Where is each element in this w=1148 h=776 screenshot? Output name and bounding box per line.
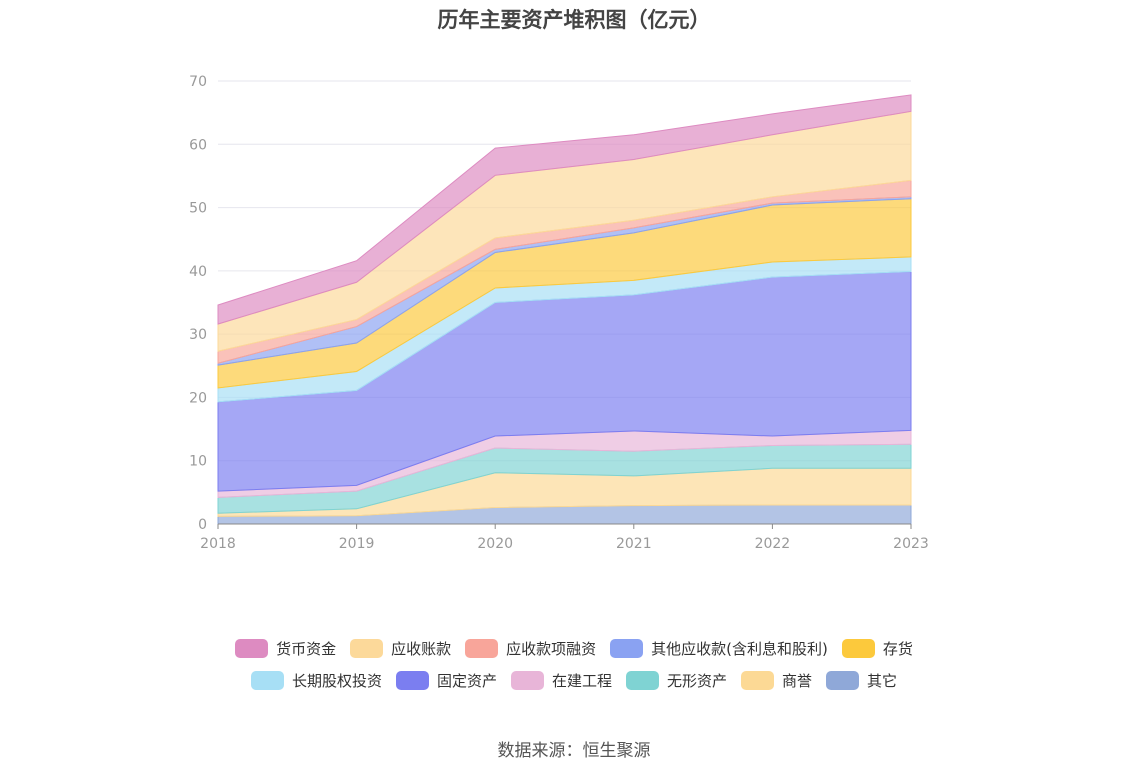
x-tick-label: 2023 — [893, 536, 929, 552]
legend-swatch — [626, 671, 659, 690]
y-tick-label: 10 — [189, 454, 207, 470]
x-tick-label: 2019 — [339, 536, 375, 552]
legend-item[interactable]: 固定资产 — [395, 670, 497, 691]
x-tick-label: 2020 — [477, 536, 513, 552]
legend-item[interactable]: 应收款项融资 — [465, 638, 596, 659]
legend-swatch — [610, 639, 644, 658]
legend-swatch — [841, 639, 875, 658]
chart-plot: 0 10 20 30 40 50 60 70 2018 2019 2020 2021 2022 2023 — [189, 74, 929, 552]
y-tick-label: 70 — [189, 74, 207, 90]
x-tick-label: 2021 — [616, 536, 652, 552]
y-tick-label: 20 — [189, 390, 207, 406]
legend-label: 其他应收款(含利息和股利) — [651, 640, 828, 658]
legend-label: 无形资产 — [667, 672, 728, 690]
legend-swatch — [741, 671, 775, 690]
y-tick-label: 30 — [189, 327, 207, 343]
legend-row: 货币资金 应收账款 应收款项融资 其他应收款(含利息和股利) 存货 — [0, 638, 1148, 659]
y-tick-label: 0 — [198, 517, 207, 533]
legend: 货币资金 应收账款 应收款项融资 其他应收款(含利息和股利) 存货长期股权投资 固定资产 在… — [0, 638, 1148, 702]
x-tick-label: 2018 — [200, 536, 236, 552]
legend-label: 其它 — [867, 672, 898, 690]
legend-item[interactable]: 应收账款 — [350, 638, 451, 659]
legend-swatch — [395, 671, 429, 690]
legend-label: 长期股权投资 — [291, 672, 382, 690]
y-tick-label: 50 — [189, 201, 207, 217]
legend-item[interactable]: 无形资产 — [626, 670, 727, 691]
legend-item[interactable]: 货币资金 — [235, 638, 336, 659]
legend-row: 长期股权投资 固定资产 在建工程 无形资产 商誉 其它 — [0, 670, 1148, 691]
legend-label: 固定资产 — [436, 672, 497, 690]
legend-label: 应收账款 — [391, 640, 452, 658]
legend-swatch — [510, 671, 544, 690]
legend-label: 存货 — [882, 640, 913, 658]
area-series-10[interactable] — [217, 94, 912, 325]
legend-swatch — [350, 639, 384, 658]
legend-item[interactable]: 长期股权投资 — [250, 670, 382, 691]
legend-label: 在建工程 — [551, 672, 612, 690]
legend-item[interactable]: 在建工程 — [510, 670, 612, 691]
legend-item[interactable]: 其它 — [826, 670, 897, 691]
legend-item[interactable]: 其他应收款(含利息和股利) — [610, 638, 828, 659]
chart-title: 历年主要资产堆积图（亿元） — [437, 8, 711, 32]
legend-item[interactable]: 存货 — [841, 638, 913, 659]
legend-label: 应收款项融资 — [506, 640, 597, 658]
legend-swatch — [826, 671, 860, 690]
legend-swatch — [250, 671, 284, 690]
legend-label: 商誉 — [782, 672, 813, 690]
x-tick-label: 2022 — [755, 536, 791, 552]
legend-label: 货币资金 — [276, 640, 337, 658]
y-tick-label: 60 — [189, 137, 207, 153]
data-source: 数据来源：恒生聚源 — [497, 741, 651, 761]
legend-item[interactable]: 商誉 — [741, 670, 812, 691]
legend-swatch — [235, 639, 269, 658]
y-tick-label: 40 — [189, 264, 207, 280]
legend-swatch — [465, 639, 499, 658]
